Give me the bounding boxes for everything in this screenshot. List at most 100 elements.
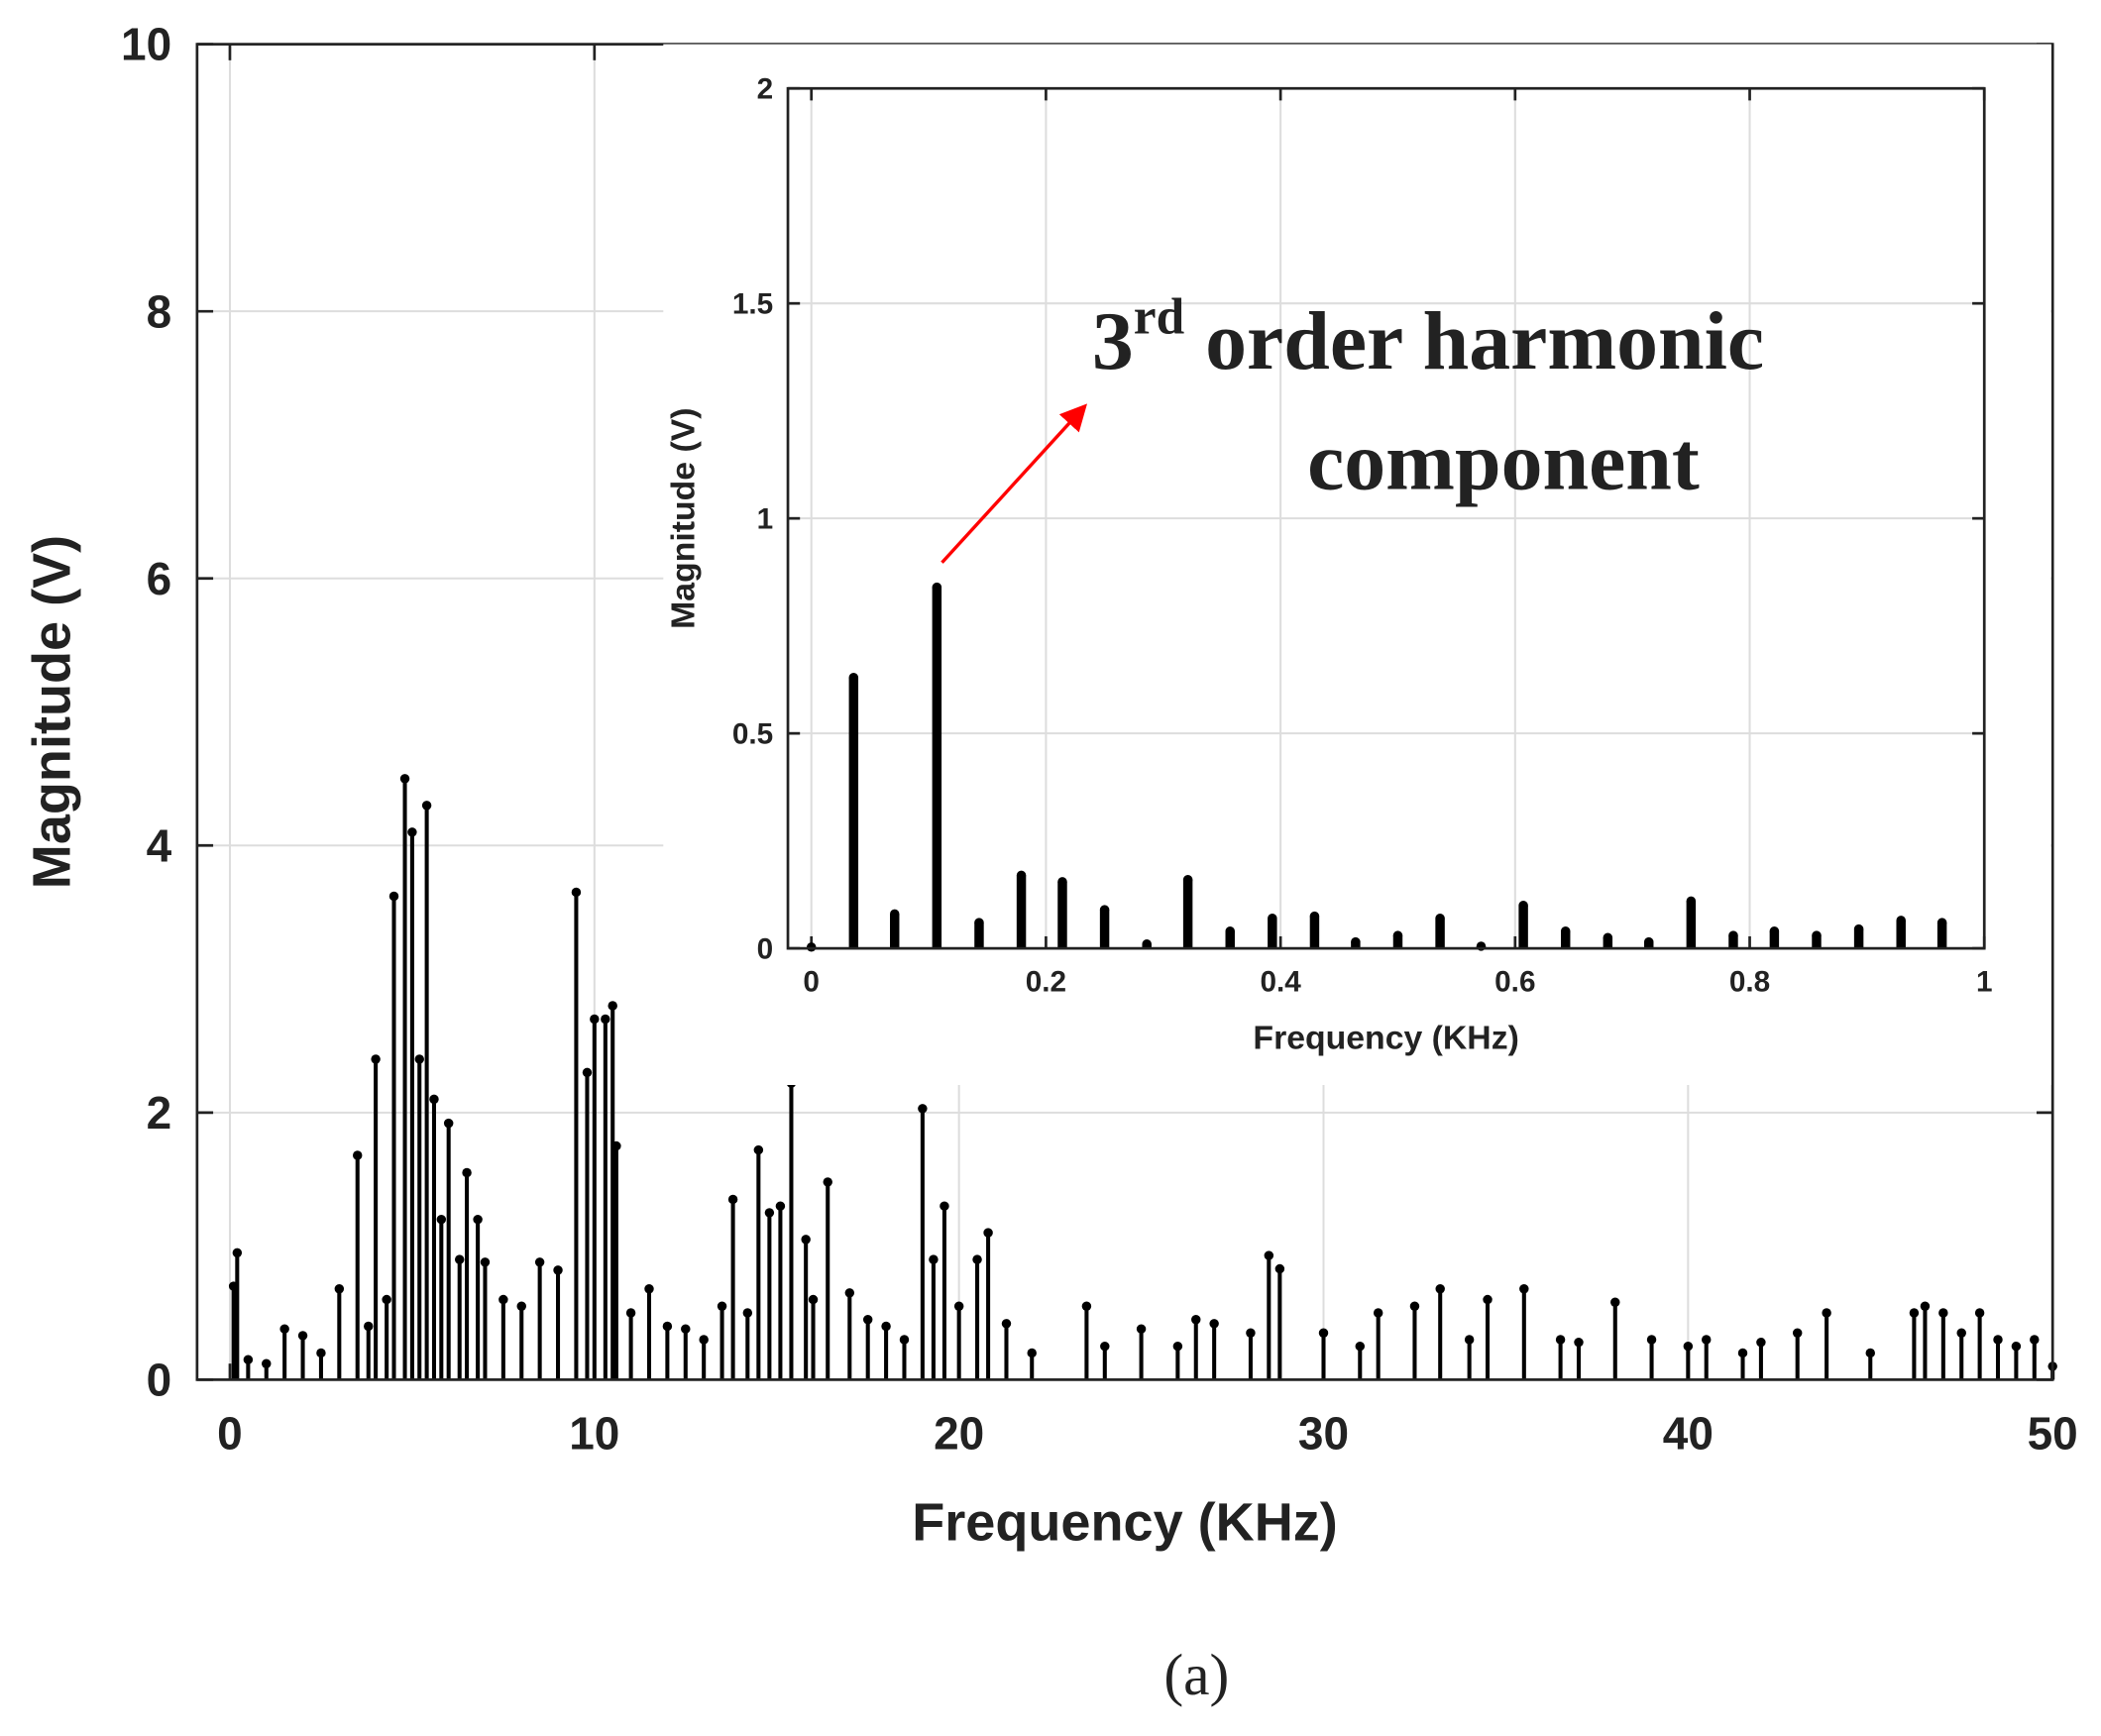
stem-marker [1392, 930, 1403, 940]
x-tick-label: 50 [2028, 1408, 2078, 1460]
stem-marker [480, 1257, 491, 1267]
stem-marker [1737, 1348, 1748, 1358]
stem-marker [753, 1144, 764, 1155]
stem-marker [1756, 1337, 1766, 1348]
stem-marker [1435, 1284, 1445, 1294]
stem-marker [1920, 1301, 1931, 1312]
stem-marker [1172, 1341, 1183, 1352]
stem-marker [279, 1324, 289, 1334]
stem-marker [1100, 1341, 1110, 1352]
y-tick-label: 8 [147, 285, 172, 337]
stem-marker [601, 1014, 610, 1025]
x-tick-label: 10 [569, 1408, 619, 1460]
stem-marker [316, 1348, 326, 1358]
stem-marker [2011, 1341, 2022, 1352]
annotation-arrow [940, 403, 1088, 564]
stem-marker [334, 1284, 345, 1294]
stem-marker [953, 1301, 964, 1312]
stem-marker [1518, 900, 1528, 911]
stem-marker [1974, 1308, 1985, 1318]
stem-marker [808, 1294, 819, 1305]
stem-marker [1555, 1335, 1566, 1345]
stem-marker [1309, 911, 1320, 922]
annotation: 3rd order harmonic [1092, 289, 1764, 387]
stem-marker [414, 1054, 424, 1064]
stem-marker [1769, 926, 1780, 936]
stem-marker [382, 1294, 391, 1305]
stem-marker [717, 1301, 727, 1312]
stem-marker [1099, 905, 1110, 915]
stem-marker [1683, 1341, 1694, 1352]
stem-marker [443, 1118, 454, 1129]
stem-marker [1728, 930, 1738, 940]
y-axis-label: Magnitude (V) [664, 408, 702, 629]
stem-marker [399, 774, 410, 784]
stem-marker [1560, 926, 1571, 936]
y-tick-label: 2 [757, 73, 774, 106]
stem-marker [1909, 1308, 1920, 1318]
y-tick-label: 10 [121, 19, 171, 70]
stem-marker [1016, 870, 1027, 881]
stem-marker [1409, 1301, 1420, 1312]
stem-marker [534, 1257, 545, 1267]
caption: (a) [1163, 1642, 1229, 1707]
x-tick-label: 40 [1663, 1408, 1714, 1460]
stem-marker [1318, 1328, 1329, 1338]
stem-marker [436, 1214, 447, 1225]
stem-marker [1142, 939, 1152, 949]
stem-marker [727, 1194, 738, 1205]
stem-marker [862, 1315, 873, 1325]
x-axis-label: Frequency (KHz) [912, 1493, 1338, 1553]
y-axis-label: Magnitude (V) [22, 535, 81, 889]
stem-marker [243, 1355, 254, 1364]
x-tick-label: 0.4 [1260, 965, 1301, 998]
stem-marker [1646, 1335, 1657, 1345]
stem-marker [1812, 930, 1822, 940]
stem-marker [1274, 1263, 1285, 1274]
stem-marker [1702, 1335, 1712, 1345]
stem-marker [899, 1335, 910, 1345]
stem-marker [662, 1321, 673, 1332]
stem-marker [1225, 926, 1235, 936]
stem-marker [775, 1201, 786, 1211]
stem-marker [1351, 936, 1361, 947]
stem-marker [611, 1140, 621, 1151]
annotation-text: 3 [1092, 295, 1134, 387]
annotation-superscript: rd [1134, 289, 1184, 346]
y-tick-label: 2 [147, 1087, 172, 1139]
y-tick-label: 0.5 [732, 718, 773, 751]
stem-marker [1938, 1308, 1948, 1318]
stem-marker [644, 1284, 654, 1294]
x-tick-label: 0 [803, 965, 820, 998]
stem-marker [918, 1104, 928, 1114]
stem-marker [764, 1208, 775, 1218]
stem-marker [462, 1167, 472, 1178]
stem-marker [929, 1254, 939, 1264]
stem-marker [262, 1358, 272, 1368]
stem-marker [1182, 874, 1193, 885]
axes-box [786, 86, 1986, 950]
stem-marker [681, 1324, 691, 1334]
stem-marker [516, 1301, 526, 1312]
stem-marker [1027, 1348, 1037, 1358]
stem-marker [352, 1150, 363, 1160]
y-tick-label: 1.5 [732, 288, 773, 321]
stem-marker [473, 1214, 483, 1225]
stem-marker [1822, 1308, 1831, 1318]
stem-marker [232, 1248, 243, 1258]
stem-marker [1373, 1308, 1383, 1318]
stem-marker [983, 1228, 993, 1238]
stem-marker [1264, 1250, 1274, 1260]
x-axis-label: Frequency (KHz) [1253, 1020, 1518, 1057]
stem-marker [1081, 1301, 1092, 1312]
x-tick-label: 0.2 [1026, 965, 1066, 998]
stem-marker [625, 1308, 636, 1318]
stem-marker [1136, 1324, 1147, 1334]
stem-marker [571, 887, 582, 898]
stem-marker [388, 891, 399, 902]
x-tick-label: 1 [1976, 965, 1993, 998]
stem-marker [1956, 1328, 1966, 1338]
stem-marker [699, 1335, 709, 1345]
stem-marker [1268, 914, 1277, 923]
